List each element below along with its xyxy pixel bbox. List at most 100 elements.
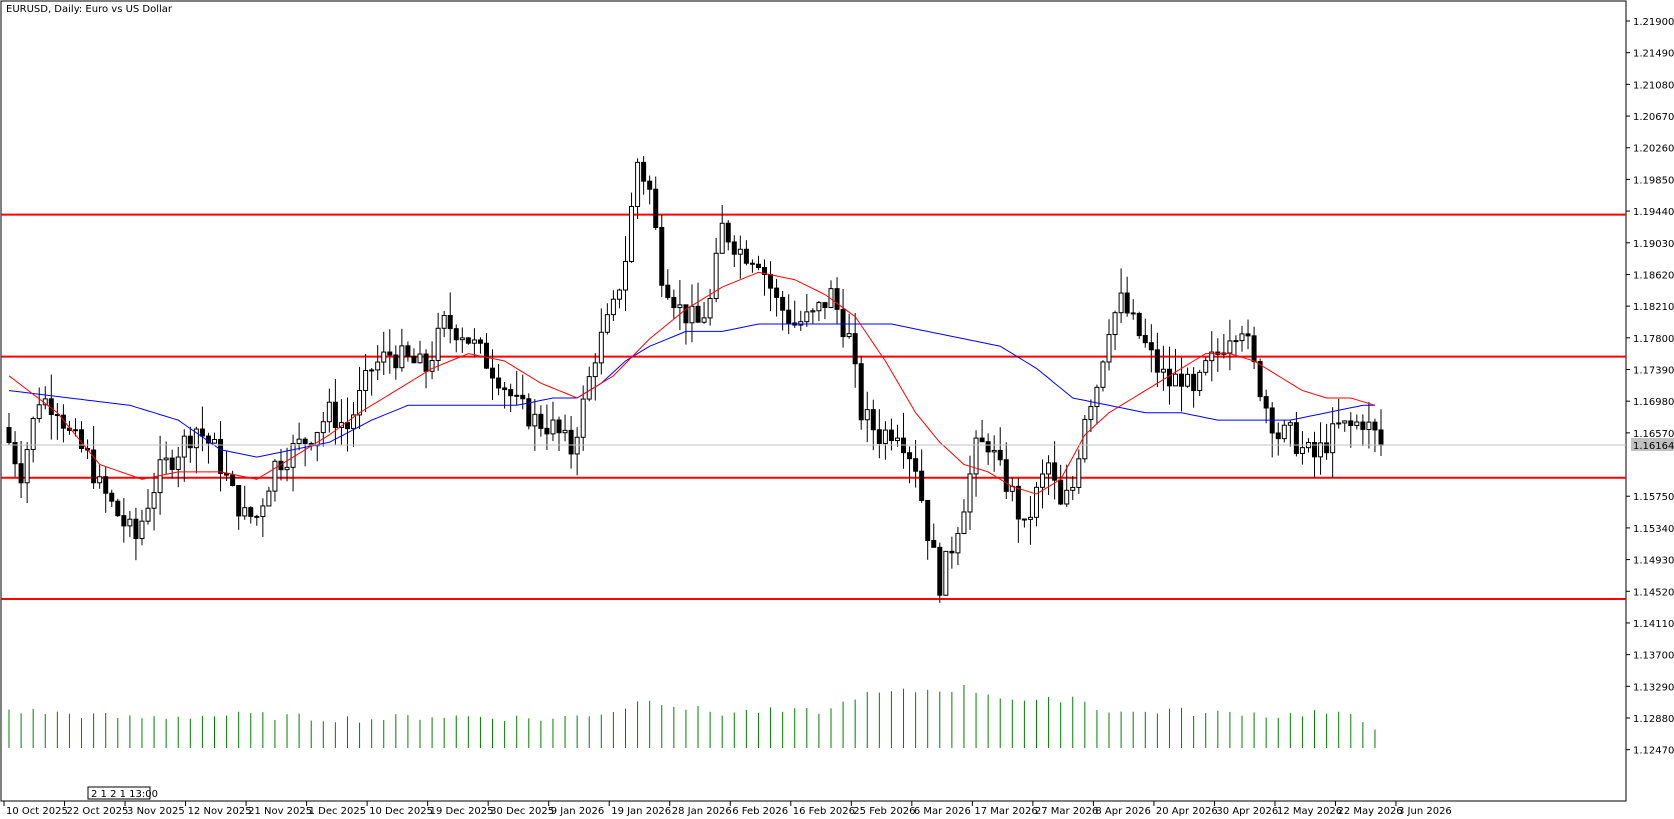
candle [490, 349, 496, 401]
candle [199, 406, 205, 452]
x-tick-label: 22 May 2026 [1337, 806, 1402, 817]
ma-slow-line [8, 323, 1375, 458]
period-separator-box: 2 1 2 1 13:00 [87, 786, 158, 800]
candle [496, 364, 502, 396]
x-tick-label: 12 Nov 2025 [188, 806, 252, 817]
candle [1330, 407, 1336, 478]
candle [369, 367, 375, 396]
candle [1185, 367, 1191, 388]
x-tick-label: 28 Jan 2026 [672, 806, 732, 817]
candle [411, 348, 417, 364]
candle [1052, 441, 1058, 500]
candle [1354, 414, 1360, 430]
candle [1118, 268, 1124, 324]
candle [447, 292, 453, 344]
y-tick-label: 1.16570 [1633, 429, 1674, 440]
x-tick-label: 30 Apr 2026 [1216, 806, 1278, 817]
candle [1124, 276, 1130, 317]
candle [677, 279, 683, 331]
candle [1366, 402, 1372, 449]
candle [514, 370, 520, 406]
x-tick-label: 16 Feb 2026 [793, 806, 855, 817]
candle [284, 447, 290, 482]
candle [1299, 431, 1305, 465]
candle [719, 204, 725, 254]
candle [254, 514, 260, 526]
candle [979, 419, 985, 443]
candle [1209, 331, 1215, 382]
candle [870, 399, 876, 451]
candle [363, 354, 369, 412]
candle [840, 289, 846, 348]
candle [127, 510, 133, 538]
candle [816, 300, 822, 322]
candle [1191, 367, 1197, 408]
candle [907, 446, 913, 484]
horizontal-levels [1, 213, 1626, 600]
candle [453, 324, 459, 353]
candle [1027, 495, 1033, 545]
candle [961, 499, 967, 535]
candle [689, 284, 695, 343]
y-tick-label: 1.14110 [1633, 619, 1674, 630]
candle [121, 498, 127, 543]
y-tick-label: 1.19030 [1633, 239, 1674, 250]
candle [919, 449, 925, 503]
y-tick-label: 1.21490 [1633, 49, 1674, 60]
candle [1082, 415, 1088, 463]
candle [24, 442, 30, 503]
candle [586, 366, 592, 402]
candle [151, 472, 157, 531]
candle [1324, 423, 1330, 460]
candle [1275, 422, 1281, 456]
candle [115, 498, 121, 517]
plot-area[interactable] [0, 0, 1627, 802]
candle [731, 235, 737, 268]
candle [1088, 399, 1094, 433]
candle [211, 432, 217, 444]
candle [635, 158, 641, 220]
candle [12, 431, 18, 477]
candle [1130, 299, 1136, 320]
candle [1100, 360, 1106, 392]
candle [876, 409, 882, 459]
candle [218, 421, 224, 492]
y-tick-label: 1.12470 [1633, 746, 1674, 757]
candle [441, 310, 447, 338]
candle [701, 301, 707, 324]
candle [393, 345, 399, 380]
candle [774, 278, 780, 317]
candle [18, 440, 24, 499]
candle [653, 176, 659, 230]
candle [894, 424, 900, 447]
candle [991, 435, 997, 472]
candle [574, 427, 580, 476]
candle [465, 337, 471, 345]
chart-title: EURUSD, Daily: Euro vs US Dollar [6, 4, 173, 15]
candle [405, 341, 411, 362]
candle [6, 413, 12, 446]
y-tick-label: 1.20260 [1633, 144, 1674, 155]
current-price-label: 1.16164 [1633, 441, 1674, 452]
candle [1318, 422, 1324, 475]
candle [169, 449, 175, 479]
x-tick-label: 22 Oct 2025 [67, 806, 129, 817]
candle [550, 401, 556, 442]
candle [1233, 335, 1239, 357]
candle [882, 421, 888, 460]
candle [1046, 455, 1052, 495]
x-tick-label: 3 Nov 2025 [127, 806, 185, 817]
candle [1015, 478, 1021, 543]
candle [459, 327, 465, 353]
candle [1245, 319, 1251, 350]
y-tick-label: 1.14930 [1633, 556, 1674, 567]
candle [544, 404, 550, 450]
x-tick-label: 20 Apr 2026 [1156, 806, 1218, 817]
candle [387, 329, 393, 374]
candle [1070, 476, 1076, 501]
candle [181, 429, 187, 482]
candle [852, 312, 858, 388]
x-tick-label: 8 Apr 2026 [1095, 806, 1150, 817]
candle [973, 430, 979, 497]
